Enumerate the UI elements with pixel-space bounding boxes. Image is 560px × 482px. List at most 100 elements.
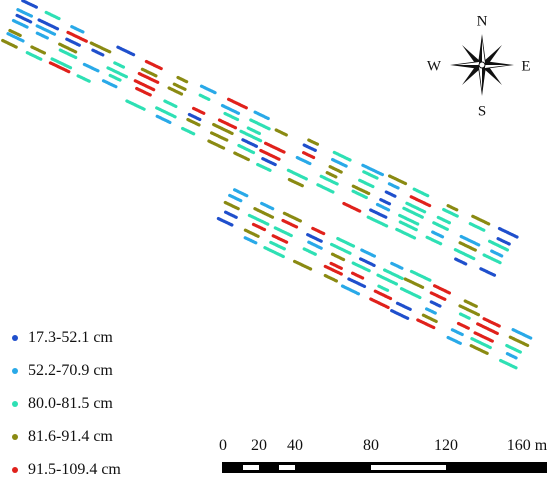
survey-plot-dash <box>243 236 258 245</box>
survey-plot-dash <box>384 190 398 199</box>
survey-plot-dash <box>429 291 447 301</box>
survey-plot-dash <box>351 261 371 273</box>
survey-plot-dash <box>482 253 502 265</box>
survey-plot-dash <box>15 13 34 24</box>
survey-plot-dash <box>490 249 504 258</box>
survey-plot-dash <box>91 48 105 57</box>
survey-plot-dash <box>199 84 218 95</box>
survey-plot-dash <box>459 234 481 247</box>
survey-plot-dash <box>198 93 212 102</box>
survey-plot-dash <box>482 317 501 328</box>
legend-label: 17.3-52.1 cm <box>28 329 113 346</box>
survey-plot-dash <box>373 289 393 301</box>
scale-tick-label: 40 <box>287 437 303 454</box>
scale-bar <box>222 462 547 473</box>
survey-plot-dash <box>274 128 288 137</box>
survey-plot-dash <box>405 201 427 214</box>
survey-plot-dash <box>488 239 509 252</box>
survey-plot-dash <box>21 0 39 9</box>
survey-plot-dash <box>336 237 356 248</box>
survey-plot-dash <box>329 261 343 270</box>
legend-item: 81.6-91.4 cm <box>12 425 113 449</box>
survey-plot-dash <box>227 97 248 110</box>
survey-plot-dash <box>316 183 335 194</box>
survey-plot-dash <box>48 61 71 74</box>
survey-plot-dash <box>446 204 460 212</box>
compass-nw-arrow <box>462 45 481 66</box>
survey-plot-dash <box>287 178 304 188</box>
survey-plot-dash <box>454 257 468 266</box>
compass-west-label: W <box>426 58 442 75</box>
compass-east-label: E <box>521 58 531 75</box>
survey-plot-dash <box>307 240 323 250</box>
survey-plot-dash <box>453 248 476 261</box>
survey-plot-dash <box>113 61 126 69</box>
survey-plot-dash <box>181 126 196 136</box>
survey-plot-dash <box>220 103 241 116</box>
survey-plot-dash <box>66 30 88 43</box>
survey-plot-dash <box>192 106 206 115</box>
compass-north-label: N <box>476 13 488 30</box>
survey-plot-dash <box>511 328 533 340</box>
legend-item: 17.3-52.1 cm <box>12 326 113 350</box>
scale-tick-label: 0 <box>219 437 227 454</box>
survey-plot-dash <box>207 139 226 150</box>
survey-plot-dash <box>409 195 432 208</box>
survey-plot-dash <box>176 75 190 84</box>
survey-plot-dash <box>137 71 160 85</box>
compass-north-highlight <box>482 40 485 63</box>
survey-plot-dash <box>65 37 81 47</box>
survey-plot-dash <box>144 59 163 71</box>
survey-plot-dash <box>264 141 286 154</box>
survey-plot-dash <box>395 301 412 311</box>
survey-plot-dash <box>323 264 344 276</box>
compass-west-highlight <box>456 62 479 65</box>
survey-plot-dash <box>172 82 187 91</box>
survey-plot-dash <box>307 138 320 147</box>
survey-plot-dash <box>351 271 365 280</box>
survey-plot-dash <box>442 208 460 218</box>
legend-dot-icon <box>12 368 18 374</box>
survey-plot-dash <box>269 240 287 251</box>
survey-plot-dash <box>224 210 238 219</box>
compass-ne-arrow <box>483 45 502 66</box>
survey-plot-dash <box>58 42 79 55</box>
legend-label: 81.6-91.4 cm <box>28 428 113 445</box>
survey-plot-dash <box>1 38 19 49</box>
survey-plot-dash <box>233 151 251 162</box>
north-arrow-compass <box>450 34 514 96</box>
survey-plot-dash <box>133 79 156 92</box>
survey-plot-dash <box>35 31 49 40</box>
survey-plot-dash <box>89 41 112 54</box>
survey-plot-dash <box>458 312 472 320</box>
survey-plot-dash <box>471 214 491 226</box>
legend-item: 52.2-70.9 cm <box>12 359 113 383</box>
survey-plot-dash <box>243 228 260 238</box>
survey-plot-dash <box>421 313 438 323</box>
survey-plot-dash <box>223 200 240 211</box>
compass-center <box>478 61 486 69</box>
survey-plot-dash <box>366 215 389 228</box>
survey-plot-dash <box>331 158 349 169</box>
legend-dot-icon <box>12 335 18 341</box>
survey-plot-dash <box>256 162 272 172</box>
survey-plot-dash <box>330 242 353 256</box>
scale-bar-segment-20-30 <box>243 465 259 470</box>
survey-plot-dash <box>35 24 57 36</box>
survey-plot-dash <box>505 344 523 355</box>
survey-plot-dash <box>241 138 259 149</box>
survey-plot-dash <box>302 247 318 257</box>
survey-plot-dash <box>311 226 326 236</box>
scale-bar-segment-30-40 <box>279 465 295 470</box>
survey-plot-dash <box>251 222 267 232</box>
survey-plot-dash <box>70 25 86 35</box>
survey-plot-dash <box>263 246 286 259</box>
survey-plot-dash <box>463 299 479 309</box>
survey-plot-dash <box>432 221 450 232</box>
survey-plot-dash <box>233 188 249 198</box>
survey-plot-dash <box>376 273 399 286</box>
survey-plot-dash <box>450 328 464 337</box>
survey-plot-dash <box>328 165 343 174</box>
survey-plot-dash <box>319 174 340 186</box>
survey-plot-dash <box>479 267 497 277</box>
